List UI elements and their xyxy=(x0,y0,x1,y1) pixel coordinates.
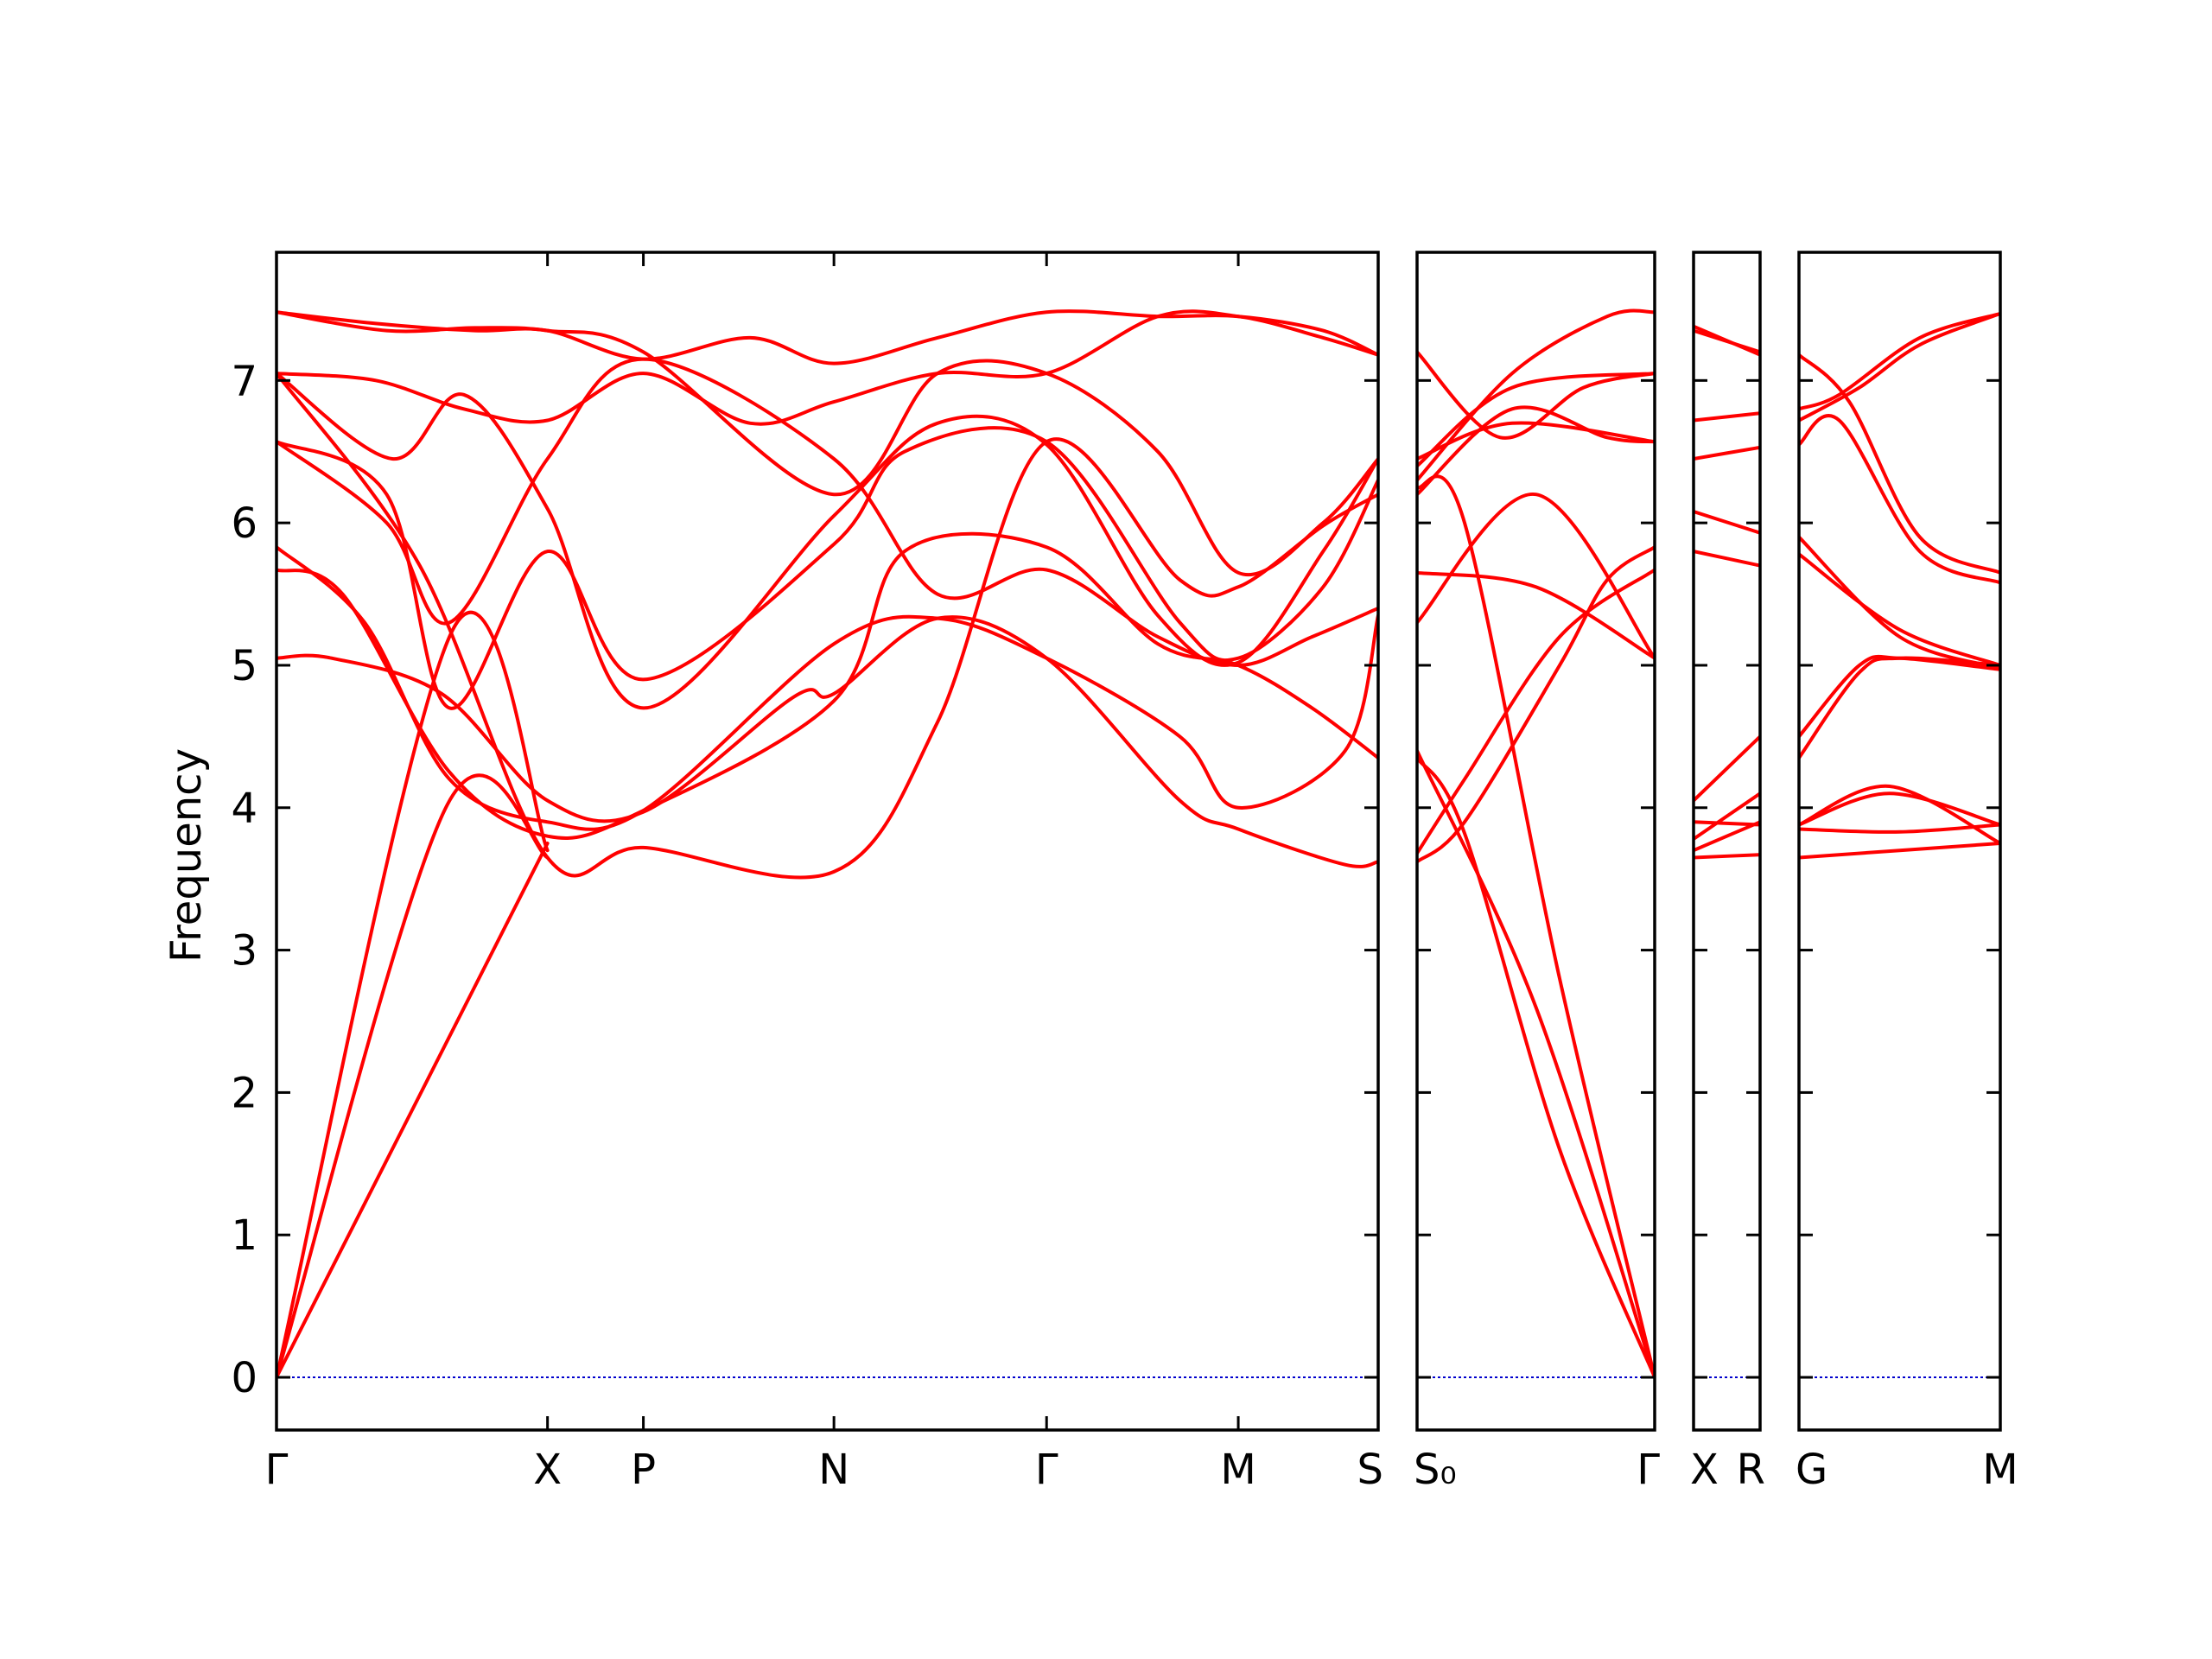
band-line xyxy=(1799,535,2000,671)
band-panel-2: S₀ Γ xyxy=(1414,251,1660,1494)
band-line xyxy=(276,372,1378,880)
band-line xyxy=(276,842,550,1379)
y-tick-label: 7 xyxy=(231,357,257,405)
band-line xyxy=(1417,756,1655,1379)
band-line xyxy=(1417,474,1655,1379)
y-tick-label: 6 xyxy=(231,499,257,548)
band-line xyxy=(1417,308,1655,482)
band-line xyxy=(276,372,1378,710)
q-point-label: R xyxy=(1737,1446,1765,1494)
band-line xyxy=(1799,414,2000,585)
band-line xyxy=(1799,842,2000,860)
q-point-label: Γ xyxy=(1035,1446,1058,1494)
band-line xyxy=(1799,552,2000,667)
band-line xyxy=(276,531,1378,840)
band-line xyxy=(1694,445,1760,461)
band-line xyxy=(1694,550,1760,568)
q-point-label: G xyxy=(1796,1446,1827,1494)
q-point-label: N xyxy=(818,1446,849,1494)
band-line xyxy=(1799,311,2000,411)
band-line xyxy=(1417,372,1655,468)
band-line xyxy=(1799,784,2000,845)
q-point-label: S xyxy=(1357,1446,1383,1494)
panel-frame xyxy=(1692,251,1762,1432)
band-line xyxy=(1799,654,2000,739)
band-line xyxy=(1694,853,1760,860)
band-line xyxy=(1417,748,1655,1379)
band-line xyxy=(276,309,1378,365)
band-line xyxy=(1799,353,2000,575)
q-point-label: M xyxy=(1982,1446,2018,1494)
panel-frame xyxy=(1797,251,2002,1432)
band-panel-1: Γ X P N Γ M S 0 1 2 3 4 5 6 7 xyxy=(231,251,1383,1494)
band-line xyxy=(1417,493,1655,660)
y-axis-label: Frequency xyxy=(162,748,211,963)
band-line xyxy=(1694,411,1760,423)
y-tick-label: 1 xyxy=(231,1211,257,1260)
band-line xyxy=(1799,656,2000,760)
y-tick-label: 5 xyxy=(231,642,257,690)
q-point-label: Γ xyxy=(1637,1446,1660,1494)
band-line xyxy=(1417,405,1655,497)
band-lines xyxy=(276,309,1378,1379)
band-line xyxy=(1694,510,1760,535)
band-line xyxy=(1694,791,1760,841)
band-line xyxy=(1694,324,1760,357)
band-line xyxy=(1799,823,2000,834)
panel-frame xyxy=(275,251,1380,1432)
band-lines xyxy=(1799,311,2000,860)
band-line xyxy=(276,426,1378,710)
band-line xyxy=(1417,421,1655,461)
band-line xyxy=(1799,791,2000,827)
band-line xyxy=(276,773,550,1379)
band-lines xyxy=(1694,324,1760,860)
y-tick-label: 2 xyxy=(231,1069,257,1117)
y-tick-label: 3 xyxy=(231,927,257,976)
panel-frame xyxy=(1415,251,1656,1432)
band-line xyxy=(1417,350,1655,440)
q-point-label: S₀ xyxy=(1414,1446,1457,1494)
band-line xyxy=(276,610,550,1379)
band-line xyxy=(1417,568,1655,855)
q-point-label: Γ xyxy=(265,1446,289,1494)
band-line xyxy=(1417,570,1655,660)
band-line xyxy=(276,310,1378,576)
band-lines xyxy=(1417,308,1655,1379)
y-tick-label: 0 xyxy=(231,1354,257,1402)
band-line xyxy=(1694,820,1760,827)
band-line xyxy=(1694,734,1760,803)
band-line xyxy=(1799,311,2000,423)
q-point-label: M xyxy=(1220,1446,1255,1494)
q-point-label: X xyxy=(1690,1446,1719,1494)
y-tick-label: 4 xyxy=(231,785,257,833)
band-line xyxy=(276,545,1378,831)
q-point-label: P xyxy=(631,1446,656,1494)
q-point-label: X xyxy=(533,1446,562,1494)
band-line xyxy=(1694,820,1760,853)
band-line xyxy=(1417,545,1655,864)
